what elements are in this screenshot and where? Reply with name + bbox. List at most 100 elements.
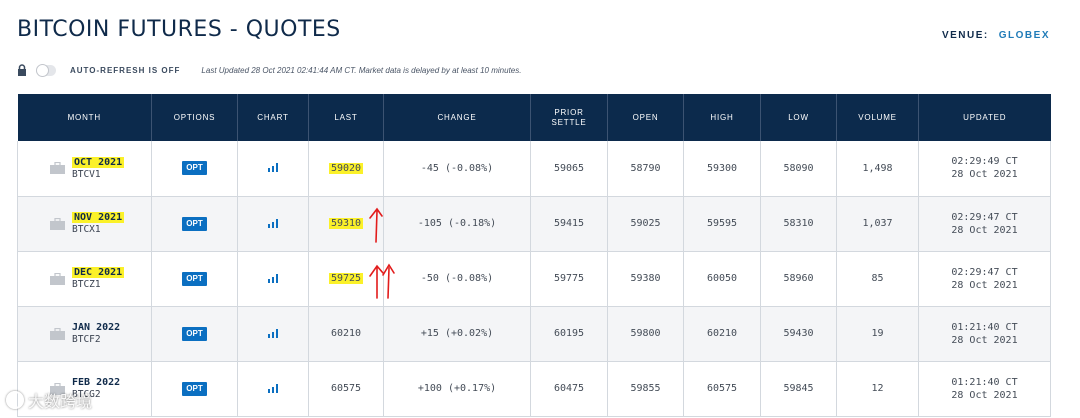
high-cell: 59300 bbox=[683, 141, 761, 197]
refresh-bar: AUTO-REFRESH IS OFF Last Updated 28 Oct … bbox=[17, 63, 521, 77]
month-cell: DEC 2021 BTCZ1 bbox=[17, 251, 152, 307]
contract-code: BTCX1 bbox=[72, 224, 101, 235]
auto-refresh-toggle[interactable] bbox=[36, 63, 56, 77]
page-title: BITCOIN FUTURES - QUOTES bbox=[17, 17, 341, 42]
options-cell: OPT bbox=[151, 141, 238, 197]
briefcase-icon[interactable] bbox=[50, 327, 65, 340]
low-cell: 58960 bbox=[760, 251, 837, 307]
contract-code: BTCZ1 bbox=[72, 279, 101, 290]
column-header-open[interactable]: OPEN bbox=[607, 94, 684, 141]
volume-cell: 1,037 bbox=[836, 196, 919, 252]
lock-icon bbox=[18, 64, 26, 76]
contract-month[interactable]: NOV 2021 bbox=[72, 212, 125, 223]
volume-cell: 12 bbox=[836, 361, 919, 417]
column-header-last[interactable]: LAST bbox=[308, 94, 384, 141]
chart-cell bbox=[237, 251, 309, 307]
bar-chart-icon[interactable] bbox=[267, 328, 279, 338]
change-cell: +100 (+0.17%) bbox=[383, 361, 531, 417]
updated-cell: 01:21:40 CT 28 Oct 2021 bbox=[918, 306, 1051, 362]
watermark-text: 大数跨境 bbox=[28, 392, 93, 411]
last-cell: 59020 bbox=[308, 141, 384, 197]
low-cell: 59845 bbox=[760, 361, 837, 417]
updated-date: 28 Oct 2021 bbox=[951, 279, 1018, 291]
prior-settle-label: PRIOR SETTLE bbox=[551, 107, 587, 127]
column-header-options[interactable]: OPTIONS bbox=[151, 94, 238, 141]
opt-button[interactable]: OPT bbox=[182, 381, 207, 396]
briefcase-icon[interactable] bbox=[50, 162, 65, 175]
high-cell: 59595 bbox=[683, 196, 761, 252]
bar-chart-icon[interactable] bbox=[267, 273, 279, 283]
open-cell: 59380 bbox=[607, 251, 684, 307]
quotes-table: MONTH OPTIONS CHART LAST CHANGE PRIOR SE… bbox=[17, 94, 1051, 417]
table-row: FEB 2022 BTCG2 OPT 60575 +100 (+0.17%) 60… bbox=[17, 361, 1051, 417]
updated-time: 01:21:40 CT bbox=[951, 321, 1018, 333]
table-row: DEC 2021 BTCZ1 OPT 59725 -50 (-0.08%) 597… bbox=[17, 251, 1051, 307]
chart-cell bbox=[237, 306, 309, 362]
contract-month[interactable]: JAN 2022 bbox=[72, 322, 121, 333]
last-cell: 59725 bbox=[308, 251, 384, 307]
updated-cell: 02:29:47 CT 28 Oct 2021 bbox=[918, 196, 1051, 252]
bar-chart-icon[interactable] bbox=[267, 163, 279, 173]
chart-cell bbox=[237, 361, 309, 417]
high-cell: 60210 bbox=[683, 306, 761, 362]
table-header-row: MONTH OPTIONS CHART LAST CHANGE PRIOR SE… bbox=[17, 94, 1051, 141]
briefcase-icon[interactable] bbox=[50, 217, 65, 230]
table-row: JAN 2022 BTCF2 OPT 60210 +15 (+0.02%) 601… bbox=[17, 306, 1051, 362]
auto-refresh-label: AUTO-REFRESH IS OFF bbox=[70, 65, 181, 75]
venue-label: VENUE: bbox=[941, 30, 989, 41]
options-cell: OPT bbox=[151, 251, 238, 307]
opt-button[interactable]: OPT bbox=[182, 216, 207, 231]
high-cell: 60575 bbox=[683, 361, 761, 417]
toggle-knob bbox=[36, 63, 49, 77]
updated-time: 01:21:40 CT bbox=[951, 376, 1018, 388]
volume-cell: 19 bbox=[836, 306, 919, 362]
contract-code: BTCG2 bbox=[72, 389, 101, 400]
watermark: 大数跨境 bbox=[6, 388, 92, 412]
column-header-low[interactable]: LOW bbox=[760, 94, 837, 141]
opt-button[interactable]: OPT bbox=[182, 271, 207, 286]
briefcase-icon[interactable] bbox=[50, 382, 65, 395]
table-row: NOV 2021 BTCX1 OPT 59310 -105 (-0.18%) 59… bbox=[17, 196, 1051, 252]
prior-settle-cell: 59775 bbox=[530, 251, 608, 307]
open-cell: 58790 bbox=[607, 141, 684, 197]
bar-chart-icon[interactable] bbox=[267, 383, 279, 393]
contract-month[interactable]: OCT 2021 bbox=[72, 156, 125, 168]
column-header-high[interactable]: HIGH bbox=[683, 94, 761, 141]
prior-settle-cell: 60475 bbox=[530, 361, 608, 417]
last-updated-note: Last Updated 28 Oct 2021 02:41:44 AM CT.… bbox=[201, 65, 522, 75]
opt-button[interactable]: OPT bbox=[182, 326, 207, 341]
updated-cell: 01:21:40 CT 28 Oct 2021 bbox=[918, 361, 1051, 417]
month-cell: OCT 2021 BTCV1 bbox=[17, 141, 152, 197]
open-cell: 59025 bbox=[607, 196, 684, 252]
open-cell: 59855 bbox=[607, 361, 684, 417]
briefcase-icon[interactable] bbox=[50, 272, 65, 285]
column-header-volume[interactable]: VOLUME bbox=[836, 94, 919, 141]
last-price: 59020 bbox=[328, 162, 364, 174]
change-cell: -105 (-0.18%) bbox=[383, 196, 531, 252]
contract-month[interactable]: DEC 2021 bbox=[72, 267, 125, 278]
column-header-change[interactable]: CHANGE bbox=[383, 94, 531, 141]
low-cell: 59430 bbox=[760, 306, 837, 362]
month-cell: NOV 2021 BTCX1 bbox=[17, 196, 152, 252]
contract-month[interactable]: FEB 2022 bbox=[72, 377, 121, 388]
column-header-prior-settle[interactable]: PRIOR SETTLE bbox=[530, 94, 608, 141]
bar-chart-icon[interactable] bbox=[267, 218, 279, 228]
updated-time: 02:29:47 CT bbox=[951, 266, 1018, 278]
venue-link[interactable]: GLOBEX bbox=[998, 30, 1050, 41]
column-header-month[interactable]: MONTH bbox=[17, 94, 152, 141]
updated-date: 28 Oct 2021 bbox=[951, 389, 1018, 401]
change-cell: -45 (-0.08%) bbox=[383, 141, 531, 197]
prior-settle-cell: 59065 bbox=[530, 141, 608, 197]
change-cell: +15 (+0.02%) bbox=[383, 306, 531, 362]
prior-settle-cell: 59415 bbox=[530, 196, 608, 252]
column-header-updated[interactable]: UPDATED bbox=[918, 94, 1051, 141]
low-cell: 58090 bbox=[760, 141, 837, 197]
updated-date: 28 Oct 2021 bbox=[951, 224, 1018, 236]
updated-time: 02:29:47 CT bbox=[951, 211, 1018, 223]
updated-time: 02:29:49 CT bbox=[951, 156, 1018, 168]
opt-button[interactable]: OPT bbox=[182, 161, 207, 176]
month-cell: FEB 2022 BTCG2 bbox=[17, 361, 152, 417]
column-header-chart[interactable]: CHART bbox=[237, 94, 309, 141]
last-cell: 60575 bbox=[308, 361, 384, 417]
prior-settle-cell: 60195 bbox=[530, 306, 608, 362]
